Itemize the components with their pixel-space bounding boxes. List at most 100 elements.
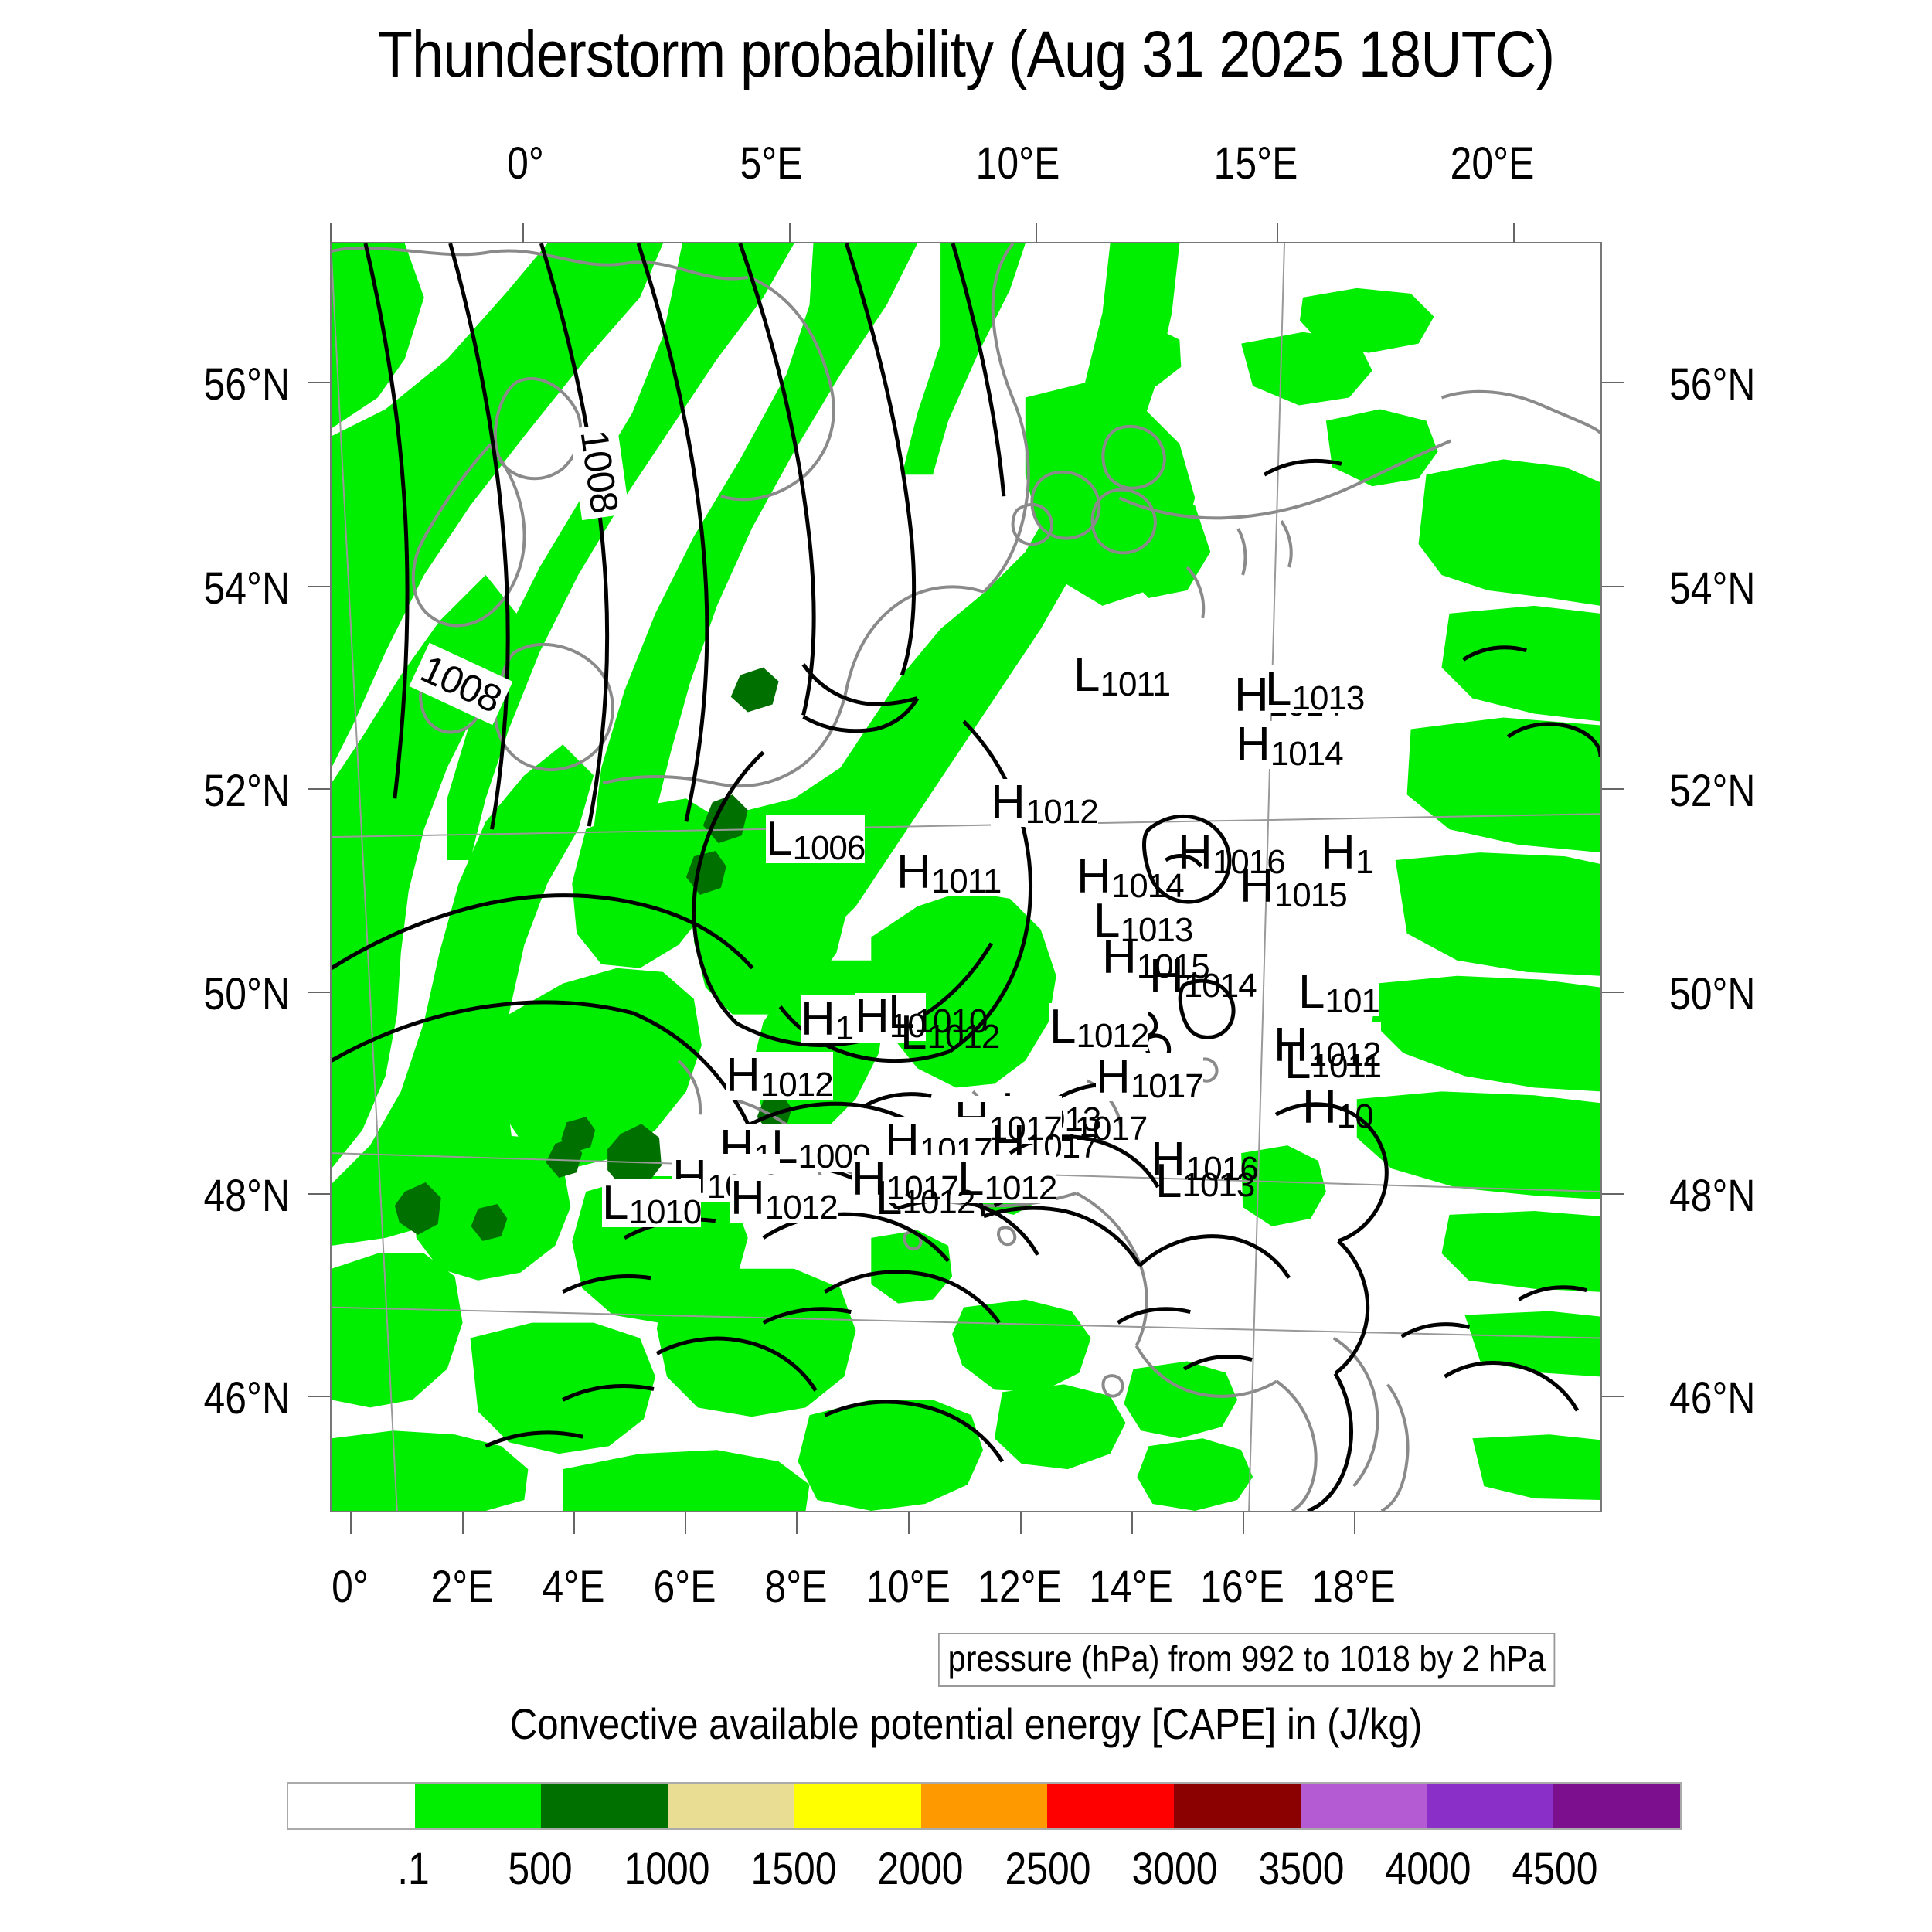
axis-top-label: 10°E: [975, 138, 1060, 189]
pressure-centre-h-1012: H1012: [1274, 1019, 1382, 1073]
axis-top-label: 20°E: [1450, 138, 1535, 189]
tick-right: [1602, 992, 1624, 993]
colorbar-tick-label: 2000: [877, 1844, 964, 1894]
colorbar-tick-label: 3500: [1258, 1844, 1345, 1894]
colorbar-caption: Convective available potential energy [C…: [509, 1699, 1423, 1748]
tick-bottom: [1354, 1512, 1355, 1534]
axis-left-label: 46°N: [203, 1373, 290, 1423]
colorbar-segment-6[interactable]: [1047, 1784, 1175, 1828]
pressure-centre-h-1011: H1011: [896, 845, 1002, 900]
pressure-centre-labels: L1011H1014L1013H1014H1012L1006H1016H1H10…: [330, 242, 1602, 1512]
pressure-centre-h-1015: H1015: [1240, 859, 1348, 914]
axis-bottom-label: 18°E: [1311, 1562, 1396, 1612]
colorbar-segment-2[interactable]: [541, 1784, 668, 1828]
axis-right-label: 52°N: [1669, 766, 1756, 816]
pressure-centre-l-1012: L1012: [900, 1006, 1000, 1060]
tick-bottom: [462, 1512, 464, 1534]
colorbar-tick-label: 4000: [1385, 1844, 1471, 1894]
axis-bottom-label: 12°E: [978, 1562, 1062, 1612]
tick-right: [1602, 382, 1624, 383]
pressure-centre-h-1014: H1014: [1149, 950, 1257, 1005]
axis-top-label: 15°E: [1213, 138, 1298, 189]
pressure-contour-caption: pressure (hPa) from 992 to 1018 by 2 hPa: [938, 1633, 1556, 1687]
tick-top: [1036, 223, 1037, 243]
cape-colorbar[interactable]: [287, 1782, 1682, 1830]
tick-bottom: [350, 1512, 352, 1534]
pressure-centre-l-1010: L1010: [888, 985, 988, 1040]
axis-right-label: 48°N: [1669, 1171, 1756, 1221]
tick-top: [522, 223, 524, 243]
tick-left: [308, 1396, 330, 1397]
pressure-centre-l-1011: L1011: [1073, 648, 1171, 703]
graticule: [332, 243, 1600, 1511]
colorbar-segment-1[interactable]: [414, 1784, 542, 1828]
pressure-centre-l-101: L101: [1298, 965, 1380, 1020]
axis-bottom-label: 10°E: [866, 1562, 951, 1612]
tick-bottom: [1020, 1512, 1022, 1534]
pressure-centre-h-1016: H1016: [1178, 826, 1286, 881]
tick-left: [308, 788, 330, 790]
tick-right: [1602, 1396, 1624, 1397]
tick-top: [1513, 223, 1515, 243]
tick-bottom: [1131, 1512, 1133, 1534]
pressure-centre-l-1012: L1012: [1049, 1000, 1149, 1055]
pressure-centre-l-1013: L1013: [1155, 1155, 1255, 1208]
tick-right: [1602, 586, 1624, 587]
colorbar-segment-9[interactable]: [1427, 1784, 1554, 1828]
pressure-centre-h-10: H10: [1302, 1080, 1374, 1135]
pressure-centre-l-1006: L1006: [766, 812, 866, 867]
axis-left-label: 52°N: [203, 766, 290, 816]
tick-right: [1602, 788, 1624, 790]
colorbar-segment-0[interactable]: [288, 1784, 415, 1828]
pressure-centre-l-1013: L1013: [1265, 662, 1365, 717]
tick-top: [789, 223, 791, 243]
pressure-centre-l-1010: L1010: [602, 1176, 702, 1231]
axis-top-label: 5°E: [740, 138, 803, 189]
pressure-centre-h-1017: H1017: [852, 1152, 960, 1207]
tick-top: [330, 223, 332, 243]
tick-left: [308, 992, 330, 993]
colorbar-segment-3[interactable]: [668, 1784, 794, 1828]
tick-right: [1602, 1193, 1624, 1195]
cape-colorbar-tick-labels: .1 500 1000 1500 2000 2500 3000 3500 4000 4500: [287, 1843, 1682, 1897]
colorbar-tick-label: 1500: [750, 1844, 837, 1894]
pressure-centre-h-1014: H1014: [1077, 850, 1185, 905]
map-canvas: [332, 243, 1600, 1511]
axis-left-label: 50°N: [203, 969, 290, 1019]
colorbar-tick-label: 1000: [624, 1844, 710, 1894]
tick-bottom: [908, 1512, 910, 1534]
colorbar-segment-7[interactable]: [1174, 1784, 1301, 1828]
axis-left-label: 56°N: [203, 359, 290, 410]
tick-bottom: [685, 1512, 686, 1534]
tick-left: [308, 586, 330, 587]
colorbar-tick-label: 3000: [1131, 1844, 1218, 1894]
axis-left-label: 48°N: [203, 1171, 290, 1221]
page-title: Thunderstorm probability (Aug 31 2025 18…: [377, 18, 1555, 90]
axis-bottom-label: 4°E: [542, 1562, 605, 1612]
pressure-centre-h-1015: H1015: [1102, 930, 1210, 985]
pressure-centre-h-1012: H1012: [730, 1172, 838, 1226]
axis-right-label: 54°N: [1669, 563, 1756, 614]
colorbar-segment-10[interactable]: [1553, 1784, 1681, 1828]
axis-bottom-label: 16°E: [1200, 1562, 1284, 1612]
axis-bottom-label: 0°: [332, 1562, 369, 1612]
colorbar-tick-label: 500: [508, 1844, 573, 1894]
pressure-centre-h-1016: H1016: [1151, 1133, 1259, 1188]
axis-left-label: 54°N: [203, 563, 290, 614]
pressure-centre-l-1013: L1013: [1094, 894, 1193, 949]
tick-bottom: [796, 1512, 798, 1534]
colorbar-segment-5[interactable]: [920, 1784, 1048, 1828]
map-plot-area[interactable]: 1008 1008: [330, 242, 1602, 1512]
axis-right-label: 46°N: [1669, 1373, 1756, 1423]
tick-left: [308, 1193, 330, 1195]
axis-top-label: 0°: [507, 138, 544, 189]
colorbar-segment-8[interactable]: [1300, 1784, 1427, 1828]
pressure-centre-l-1012: L1012: [876, 1172, 975, 1225]
colorbar-tick-label: 4500: [1512, 1844, 1598, 1894]
pressure-centre-h-1014: H1014: [1236, 718, 1344, 773]
axis-right-label: 56°N: [1669, 359, 1756, 410]
pressure-centre-h-1012: H1012: [991, 776, 1099, 831]
pressure-centre-h-1012: H1012: [726, 1049, 834, 1104]
axis-bottom-label: 14°E: [1089, 1562, 1173, 1612]
colorbar-segment-4[interactable]: [794, 1784, 921, 1828]
